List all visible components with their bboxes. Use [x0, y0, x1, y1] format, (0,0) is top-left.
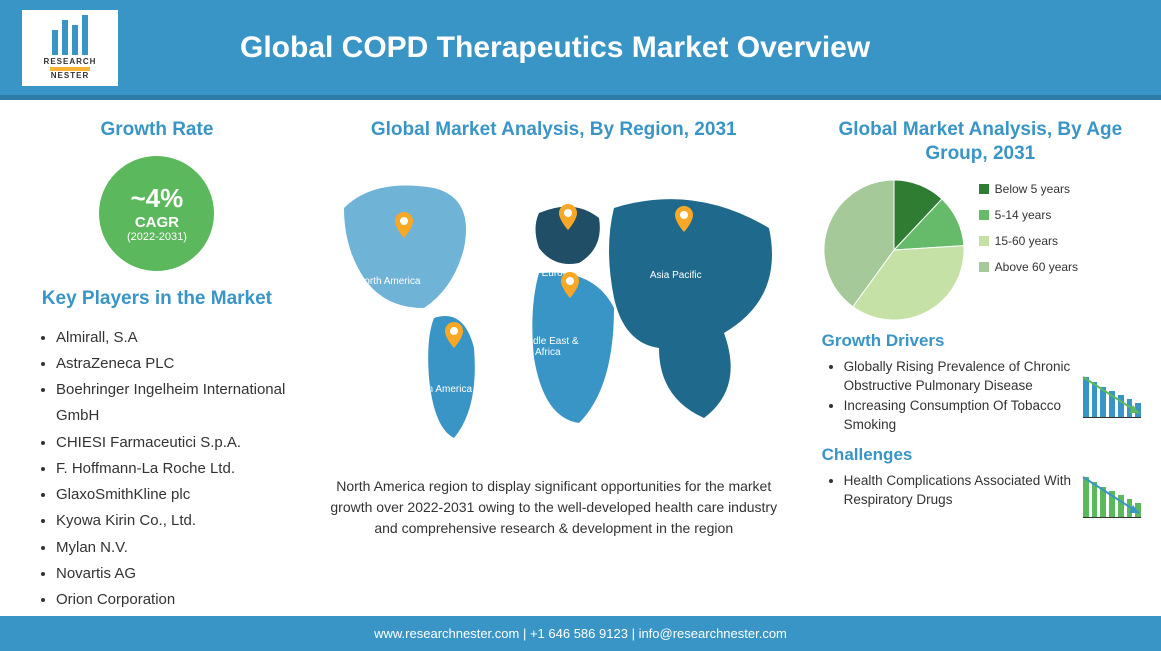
legend-swatch [979, 236, 989, 246]
logo-text-top: RESEARCH [44, 57, 97, 66]
footer-sep-1: | [523, 626, 530, 641]
key-players-title: Key Players in the Market [28, 287, 286, 311]
legend-label: 5-14 years [995, 208, 1052, 222]
key-player-item: F. Hoffmann-La Roche Ltd. [56, 456, 286, 482]
pie-legend: Below 5 years 5-14 years 15-60 years Above … [979, 182, 1078, 323]
legend-label: Below 5 years [995, 182, 1070, 196]
legend-item: Below 5 years [979, 182, 1078, 196]
cagr-value: ~4% [131, 183, 184, 214]
world-map-svg [314, 158, 794, 458]
list-item: Globally Rising Prevalence of Chronic Ob… [844, 357, 1075, 396]
footer-website: www.researchnester.com [374, 626, 519, 641]
trend-arrow-icon [1081, 373, 1145, 424]
key-player-item: Orion Corporation [56, 587, 286, 613]
map-pin-icon [675, 206, 693, 232]
map-pin-icon [561, 272, 579, 298]
legend-swatch [979, 262, 989, 272]
age-group-pie-chart [822, 178, 967, 323]
list-item: Increasing Consumption Of Tobacco Smokin… [844, 396, 1075, 435]
key-player-item: Boehringer Ingelheim International GmbH [56, 377, 286, 430]
map-region [344, 185, 466, 308]
logo-bars-icon [52, 15, 88, 55]
map-pin-icon [559, 204, 577, 230]
cagr-range: (2022-2031) [127, 231, 187, 243]
company-logo: RESEARCH NESTER [20, 8, 120, 88]
key-player-item: Novartis AG [56, 561, 286, 587]
content-area: Growth Rate ~4% CAGR (2022-2031) Key Pla… [0, 100, 1161, 609]
legend-item: 5-14 years [979, 208, 1078, 222]
world-map: North AmericaLatin AmericaEuropeMiddle E… [314, 158, 794, 458]
key-player-item: CHIESI Farmaceutici S.p.A. [56, 430, 286, 456]
key-player-item: GlaxoSmithKline plc [56, 482, 286, 508]
trend-arrow-icon [1081, 473, 1145, 524]
region-note: North America region to display signific… [320, 476, 788, 539]
footer-bar: www.researchnester.com | +1 646 586 9123… [0, 616, 1161, 651]
pie-row: Below 5 years 5-14 years 15-60 years Above … [822, 178, 1139, 323]
list-item: Health Complications Associated With Res… [844, 471, 1075, 510]
region-analysis-title: Global Market Analysis, By Region, 2031 [306, 118, 802, 142]
legend-item: Above 60 years [979, 260, 1078, 274]
page-title: Global COPD Therapeutics Market Overview [240, 31, 870, 65]
key-player-item: Mylan N.V. [56, 535, 286, 561]
challenges-trend-icon [1083, 473, 1141, 518]
map-pin-icon [445, 322, 463, 348]
growth-drivers-title: Growth Drivers [822, 331, 1139, 351]
footer-phone: +1 646 586 9123 [530, 626, 628, 641]
cagr-circle: ~4% CAGR (2022-2031) [99, 156, 214, 271]
right-column: Global Market Analysis, By Age Group, 20… [822, 118, 1139, 609]
legend-item: 15-60 years [979, 234, 1078, 248]
header-bar: RESEARCH NESTER Global COPD Therapeutics… [0, 0, 1161, 100]
legend-label: Above 60 years [995, 260, 1078, 274]
logo-text-bottom: NESTER [51, 71, 89, 80]
key-player-item: Kyowa Kirin Co., Ltd. [56, 508, 286, 534]
drivers-trend-icon [1083, 373, 1141, 418]
key-player-item: Almirall, S.A [56, 325, 286, 351]
cagr-label: CAGR [135, 214, 179, 231]
legend-swatch [979, 184, 989, 194]
legend-swatch [979, 210, 989, 220]
middle-column: Global Market Analysis, By Region, 2031 … [306, 118, 802, 609]
footer-sep-2: | [632, 626, 639, 641]
legend-label: 15-60 years [995, 234, 1058, 248]
left-column: Growth Rate ~4% CAGR (2022-2031) Key Pla… [28, 118, 286, 609]
key-player-item: AstraZeneca PLC [56, 351, 286, 377]
map-pin-icon [395, 212, 413, 238]
key-players-list: Almirall, S.AAstraZeneca PLCBoehringer I… [28, 325, 286, 614]
challenges-title: Challenges [822, 445, 1139, 465]
age-group-title: Global Market Analysis, By Age Group, 20… [822, 118, 1139, 166]
footer-email: info@researchnester.com [639, 626, 787, 641]
growth-rate-title: Growth Rate [28, 118, 286, 142]
